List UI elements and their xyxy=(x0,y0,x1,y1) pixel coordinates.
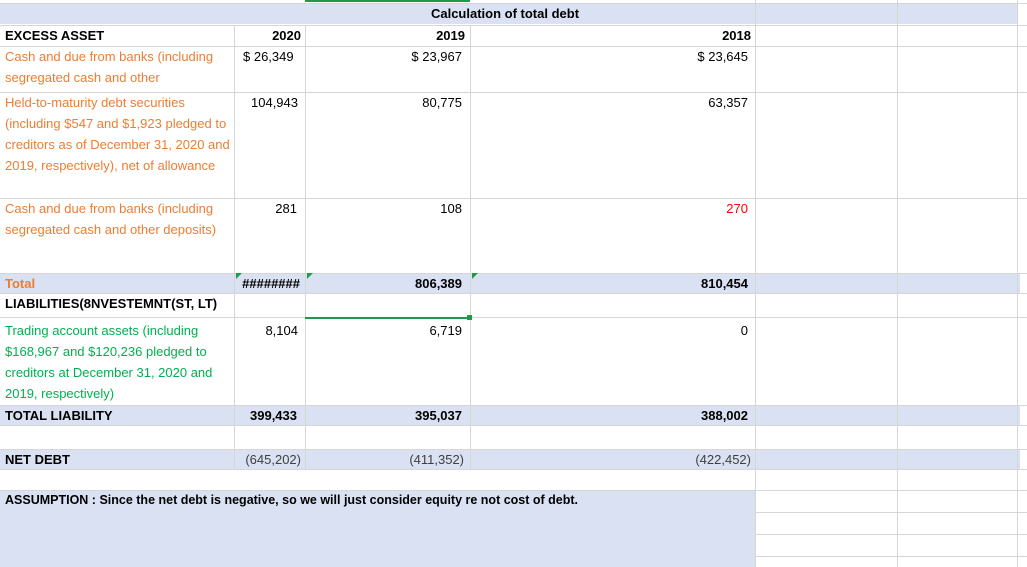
total-2018[interactable]: 810,454 xyxy=(701,276,748,291)
total-2020[interactable]: ######## xyxy=(242,276,300,291)
row1-2018[interactable]: $ 23,645 xyxy=(697,49,748,64)
assumption-note[interactable]: ASSUMPTION : Since the net debt is negat… xyxy=(5,493,579,507)
row1-2020[interactable]: $ 26,349 xyxy=(243,49,294,64)
fill-handle[interactable] xyxy=(467,315,472,320)
sheet-title: Calculation of total debt xyxy=(430,6,580,21)
total-label[interactable]: Total xyxy=(5,276,36,291)
error-indicator-icon xyxy=(307,273,313,279)
header-2020[interactable]: 2020 xyxy=(272,28,301,43)
total-liability-label[interactable]: TOTAL LIABILITY xyxy=(5,408,113,423)
net-debt-label[interactable]: NET DEBT xyxy=(5,452,70,467)
total-liability-2019[interactable]: 395,037 xyxy=(415,408,462,423)
row3-2019[interactable]: 108 xyxy=(440,201,462,216)
row1-2019[interactable]: $ 23,967 xyxy=(411,49,462,64)
error-indicator-icon xyxy=(472,273,478,279)
assumption-band xyxy=(0,490,755,567)
trading-2018[interactable]: 0 xyxy=(740,323,748,338)
net-debt-2020[interactable]: (645,202) xyxy=(245,452,301,467)
selection-edge-top xyxy=(305,0,470,2)
row1-label[interactable]: Cash and due from banks (including segre… xyxy=(5,49,214,85)
error-indicator-icon xyxy=(236,273,242,279)
row3-2020[interactable]: 281 xyxy=(275,201,297,216)
row2-2020[interactable]: 104,943 xyxy=(251,95,298,110)
net-debt-band xyxy=(0,449,1020,469)
row2-2019[interactable]: 80,775 xyxy=(422,95,462,110)
selected-cell-top xyxy=(305,317,470,319)
liabilities-header[interactable]: LIABILITIES(8NVESTEMNT(ST, LT) xyxy=(5,296,218,311)
header-2018[interactable]: 2018 xyxy=(722,28,751,43)
net-debt-2018[interactable]: (422,452) xyxy=(695,452,751,467)
total-liability-band xyxy=(0,405,1020,425)
row2-label[interactable]: Held-to-maturity debt securities (includ… xyxy=(5,95,230,173)
title-band xyxy=(0,3,1017,24)
total-liability-2020[interactable]: 399,433 xyxy=(250,408,297,423)
header-2019[interactable]: 2019 xyxy=(436,28,465,43)
header-label[interactable]: EXCESS ASSET xyxy=(5,28,105,43)
total-liability-2018[interactable]: 388,002 xyxy=(701,408,748,423)
trading-2019[interactable]: 6,719 xyxy=(429,323,462,338)
net-debt-2019[interactable]: (411,352) xyxy=(409,452,464,467)
row3-2018[interactable]: 270 xyxy=(726,201,748,216)
total-band xyxy=(0,273,1020,293)
total-2019[interactable]: 806,389 xyxy=(415,276,462,291)
trading-2020[interactable]: 8,104 xyxy=(265,323,298,338)
row3-label[interactable]: Cash and due from banks (including segre… xyxy=(5,201,217,237)
trading-label[interactable]: Trading account assets (including $168,9… xyxy=(5,323,213,401)
row2-2018[interactable]: 63,357 xyxy=(708,95,748,110)
